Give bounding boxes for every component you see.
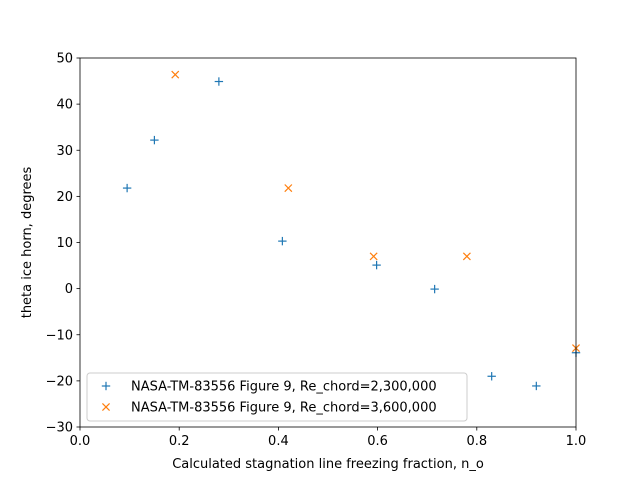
data-point-series-2 bbox=[462, 252, 471, 261]
legend-label-series-1: NASA-TM-83556 Figure 9, Re_chord=2,300,0… bbox=[131, 380, 437, 395]
data-point-series-1 bbox=[214, 77, 224, 86]
y-tick-label: −10 bbox=[46, 328, 73, 343]
x-tick-label: 0.0 bbox=[70, 434, 91, 449]
y-axis-ticks: −30 −20 −10 0 10 20 30 40 50 bbox=[46, 52, 80, 436]
x-tick-label: 0.2 bbox=[169, 434, 190, 449]
y-tick-label: 30 bbox=[56, 144, 73, 159]
data-point-series-1 bbox=[150, 135, 159, 145]
y-tick-label: −30 bbox=[46, 421, 73, 436]
x-tick-label: 0.8 bbox=[466, 434, 487, 449]
data-point-series-1 bbox=[372, 260, 381, 270]
x-tick-label: 0.4 bbox=[268, 434, 289, 449]
data-point-series-1 bbox=[122, 183, 132, 193]
data-point-series-1 bbox=[430, 284, 439, 294]
legend: NASA-TM-83556 Figure 9, Re_chord=2,300,0… bbox=[86, 372, 468, 422]
data-point-series-1 bbox=[487, 372, 496, 381]
legend-box bbox=[86, 372, 468, 422]
data-point-series-2 bbox=[171, 70, 180, 79]
x-axis-ticks: 0.0 0.2 0.4 0.6 0.8 1.0 bbox=[70, 427, 587, 449]
y-tick-label: 50 bbox=[56, 52, 73, 67]
y-tick-label: 10 bbox=[56, 236, 73, 251]
y-tick-label: 0 bbox=[65, 282, 73, 297]
legend-marker-series-2 bbox=[102, 403, 110, 411]
x-tick-label: 0.6 bbox=[367, 434, 388, 449]
legend-entries: NASA-TM-83556 Figure 9, Re_chord=2,300,0… bbox=[101, 380, 437, 416]
legend-label-series-2: NASA-TM-83556 Figure 9, Re_chord=3,600,0… bbox=[131, 401, 437, 416]
data-point-series-1 bbox=[532, 381, 541, 391]
legend-marker-series-1 bbox=[101, 381, 111, 391]
x-axis-label: Calculated stagnation line freezing frac… bbox=[172, 457, 484, 472]
y-tick-label: −20 bbox=[46, 374, 73, 389]
data-point-series-1 bbox=[278, 236, 287, 246]
y-tick-label: 20 bbox=[56, 190, 73, 205]
data-point-series-2 bbox=[369, 252, 378, 261]
plot-area bbox=[80, 58, 576, 427]
data-point-series-2 bbox=[284, 184, 293, 193]
x-tick-label: 1.0 bbox=[566, 434, 587, 449]
y-axis-label: theta ice horn, degrees bbox=[20, 166, 35, 318]
y-tick-label: 40 bbox=[56, 98, 73, 113]
